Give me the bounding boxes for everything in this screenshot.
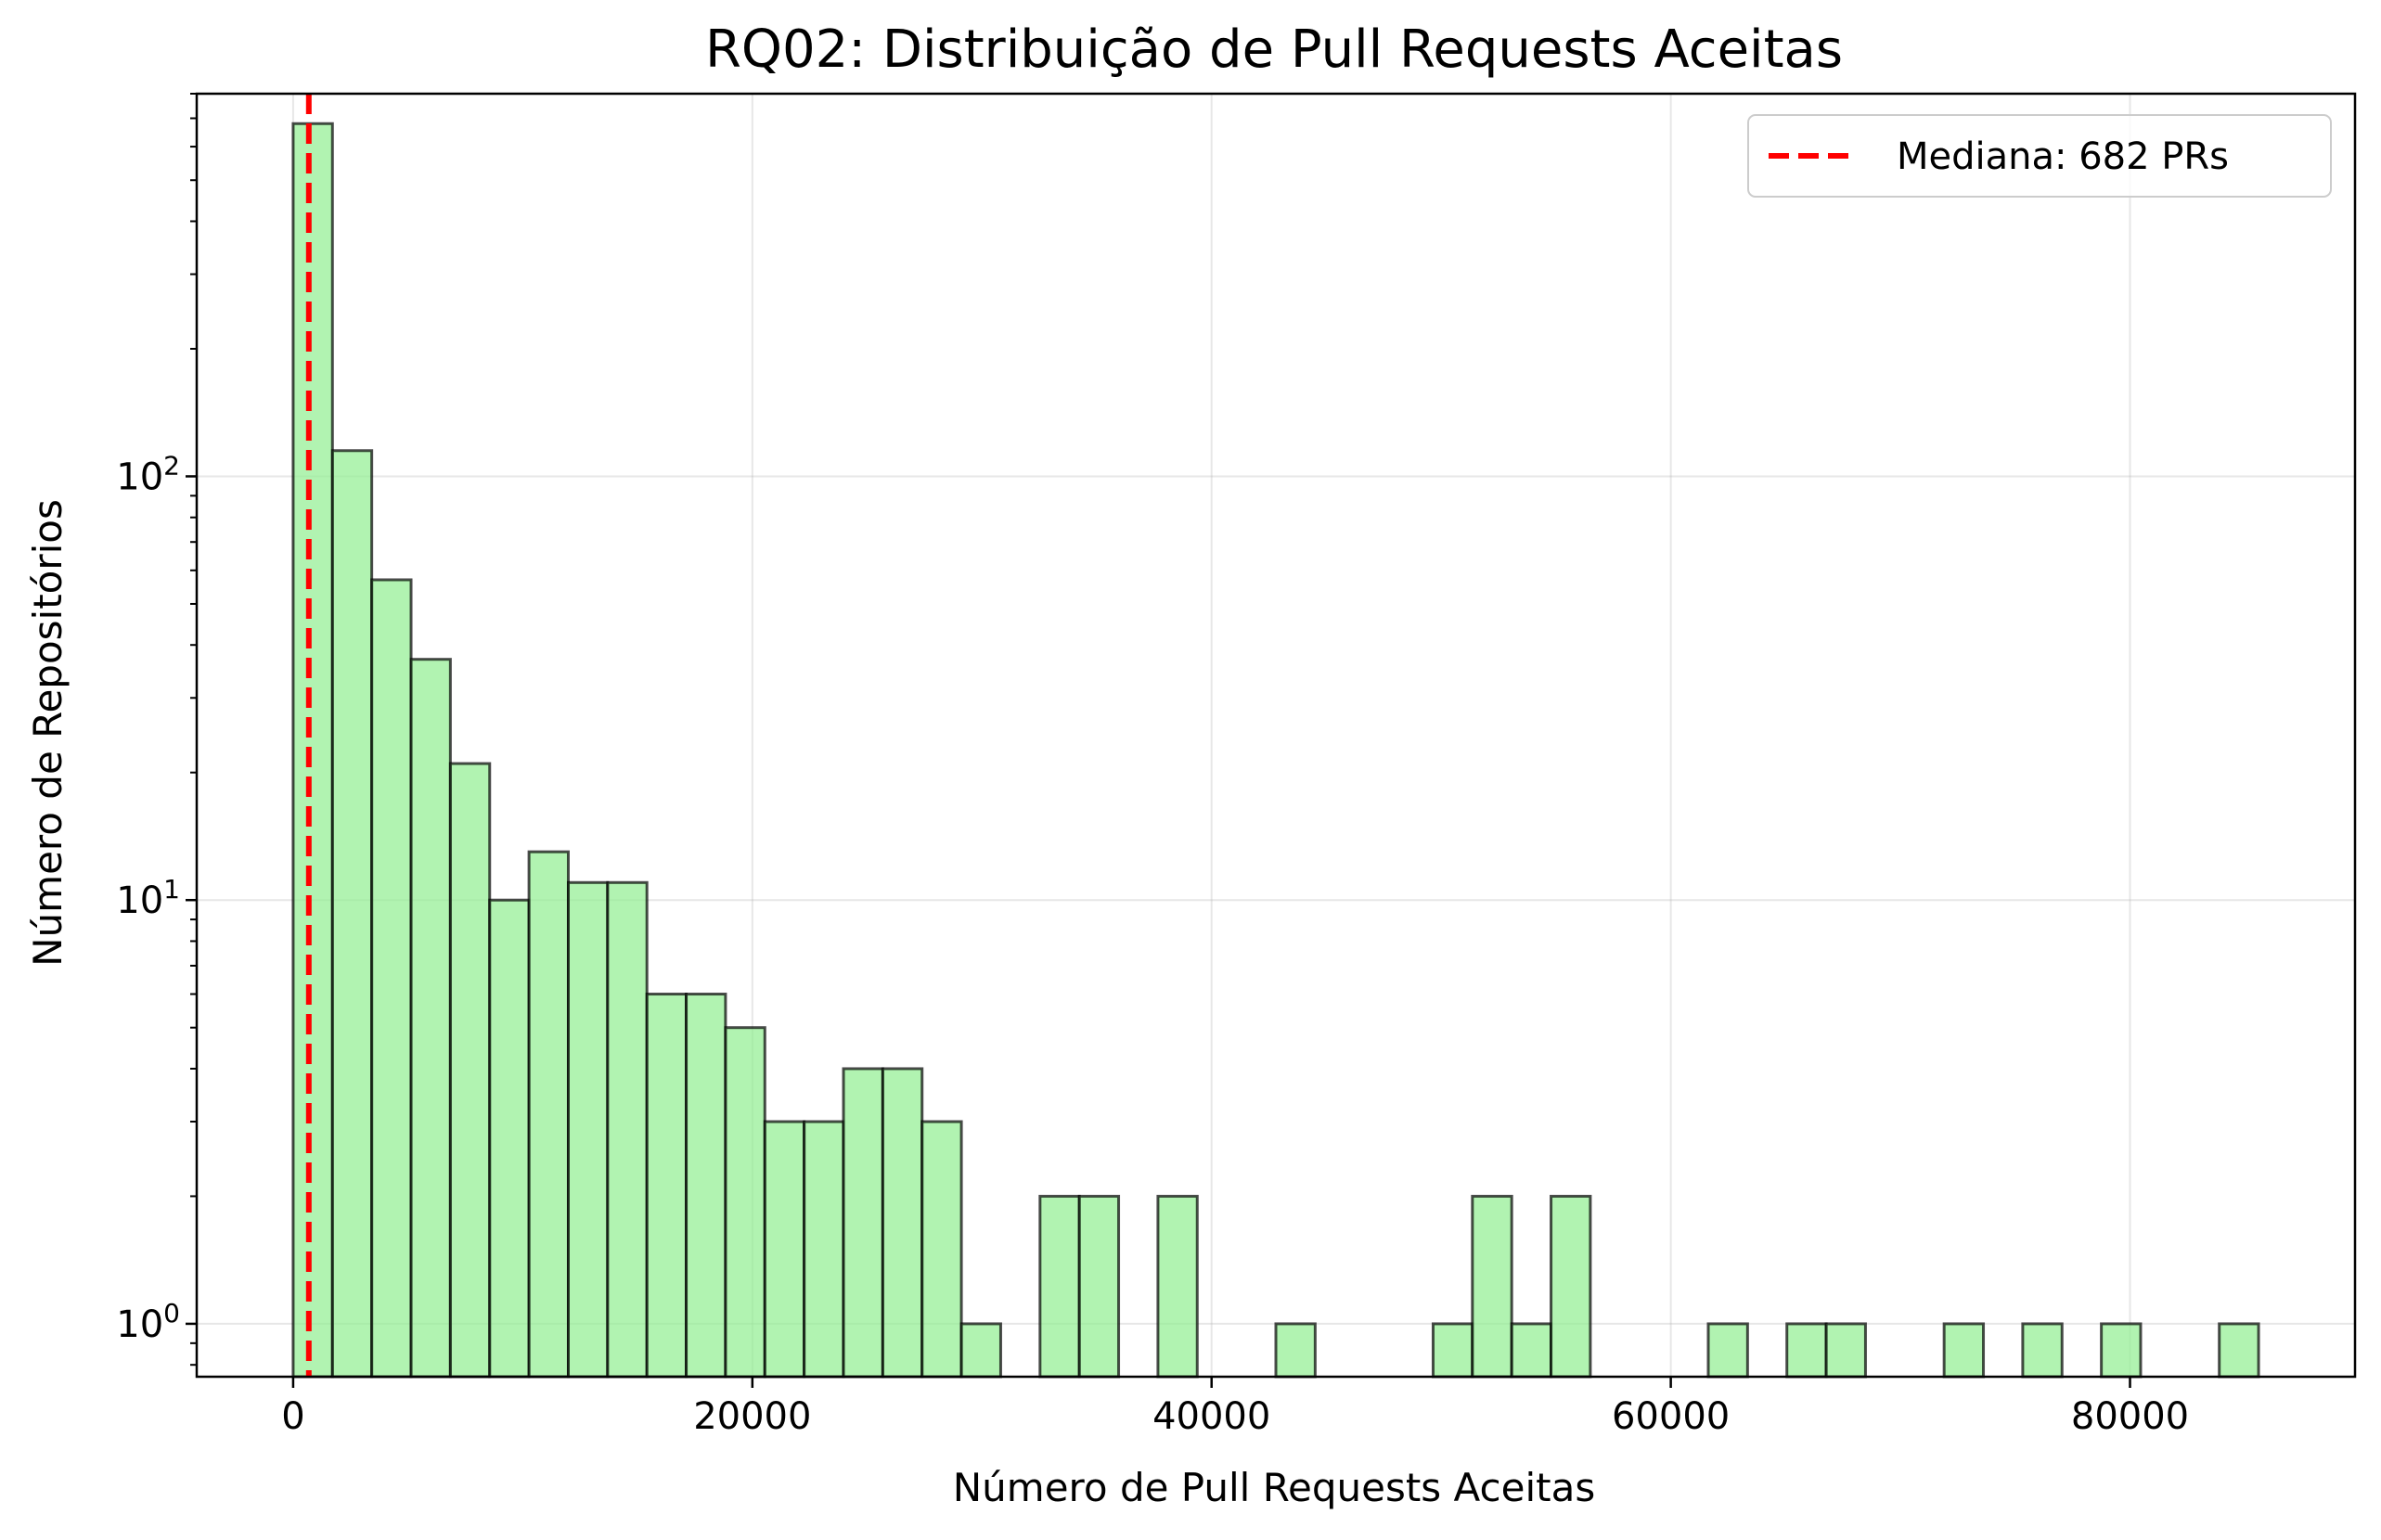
legend: Mediana: 682 PRs [1747,114,2332,198]
legend-median-label: Mediana: 682 PRs [1897,135,2229,178]
histogram-bar-25 [1274,1322,1317,1379]
histogram-bar-30 [1471,1194,1513,1379]
histogram-bars [291,122,2260,1379]
histogram-bar-6 [527,850,570,1379]
x-ticks: 0 20000 40000 60000 80000 [281,1377,2189,1438]
histogram-bar-5 [488,898,531,1379]
histogram-bar-32 [1550,1194,1592,1379]
y-tick-label-0: 100 [116,1298,180,1346]
x-tick-label-1: 20000 [693,1395,811,1438]
x-tick-label-4: 80000 [2071,1395,2189,1438]
plot-frame [195,92,2357,1379]
histogram-bar-42 [1942,1322,1986,1379]
histogram-bar-39 [1824,1322,1867,1379]
x-tick-label-3: 60000 [1612,1395,1730,1438]
histogram-bar-10 [685,993,727,1379]
y-ticks: 100 101 102 [116,93,197,1367]
histogram-bar-46 [2100,1322,2143,1379]
histogram-bar-17 [959,1322,1002,1379]
histogram-bar-15 [881,1067,924,1379]
histogram-bar-4 [448,762,492,1379]
histogram-bar-3 [409,658,452,1379]
histogram-bar-22 [1156,1194,1199,1379]
histogram-bar-14 [842,1067,884,1379]
y-axis-label: Número de Repositórios [25,499,71,967]
histogram-bar-12 [763,1120,806,1379]
histogram-bar-16 [920,1120,963,1379]
y-tick-label-2: 102 [116,450,180,498]
axes [195,92,2357,1379]
x-tick-label-2: 40000 [1152,1395,1270,1438]
histogram-bar-9 [645,993,689,1379]
histogram-bar-11 [724,1026,766,1379]
y-tick-label-1: 101 [116,874,180,922]
chart-title: RQ02: Distribuição de Pull Requests Acei… [705,19,1843,80]
histogram-bar-44 [2021,1322,2064,1379]
histogram-bar-7 [566,880,610,1379]
x-tick-label-0: 0 [281,1395,304,1438]
histogram-bar-31 [1510,1322,1553,1379]
histogram-bar-49 [2218,1322,2260,1379]
histogram-bar-2 [370,578,413,1379]
histogram-bar-38 [1785,1322,1828,1379]
legend-box [1747,114,2332,198]
histogram-bar-29 [1431,1322,1474,1379]
histogram-bar-19 [1038,1194,1081,1379]
histogram-bar-1 [330,449,374,1379]
histogram-bar-20 [1077,1194,1121,1379]
histogram-bar-0 [291,122,334,1379]
x-axis-label: Número de Pull Requests Aceitas [953,1465,1595,1510]
histogram-bar-36 [1706,1322,1749,1379]
histogram-bar-13 [803,1120,845,1379]
histogram-bar-8 [606,880,649,1379]
